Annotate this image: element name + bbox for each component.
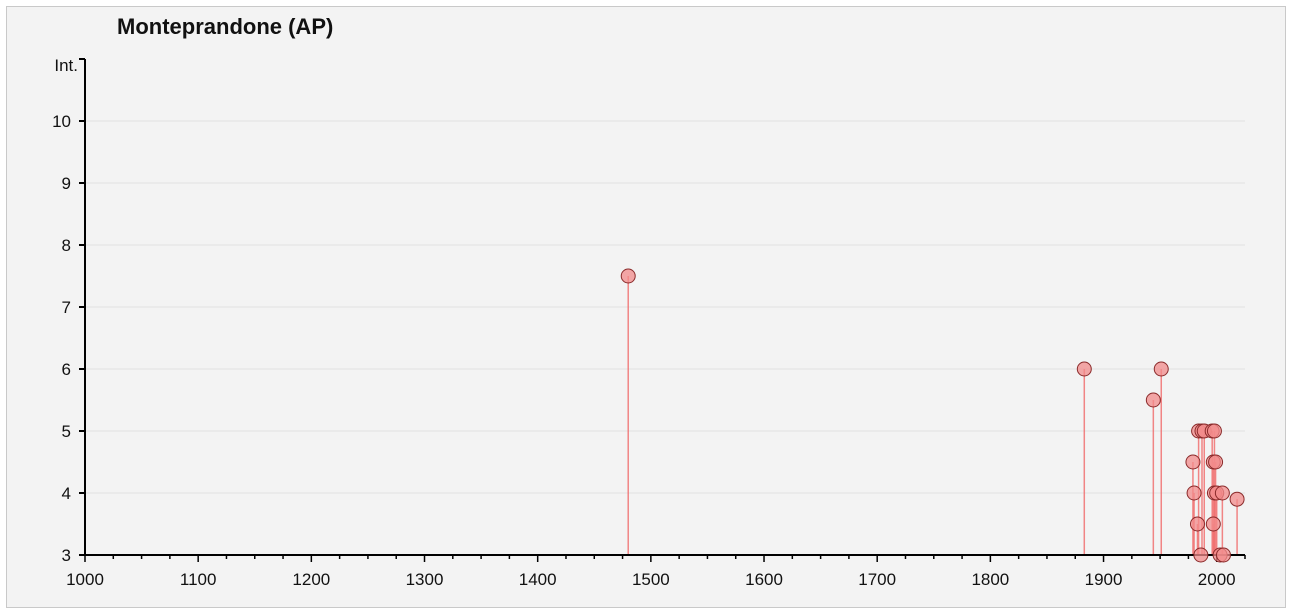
data-point — [1145, 392, 1161, 408]
data-point — [1186, 485, 1202, 501]
data-point — [1205, 516, 1221, 532]
data-point — [1229, 491, 1245, 507]
y-tick-label: 4 — [62, 484, 71, 503]
x-tick-label: 1100 — [180, 570, 217, 589]
y-tick-label: 3 — [62, 546, 71, 565]
x-tick-label: 1900 — [1085, 570, 1123, 589]
data-point — [1153, 361, 1169, 377]
y-tick-label: 6 — [62, 360, 71, 379]
data-point — [1185, 454, 1201, 470]
data-point — [1214, 485, 1230, 501]
x-tick-label: 1600 — [745, 570, 783, 589]
data-point — [1206, 423, 1222, 439]
y-tick-label: 8 — [62, 236, 71, 255]
data-point — [620, 268, 636, 284]
y-tick-label: 10 — [52, 112, 71, 131]
y-tick-label: 7 — [62, 298, 71, 317]
x-tick-label: 1500 — [632, 570, 670, 589]
y-tick-label: 9 — [62, 174, 71, 193]
chart-title: Monteprandone (AP) — [117, 14, 334, 39]
x-tick-label: 1300 — [406, 570, 444, 589]
y-tick-label: 5 — [62, 422, 71, 441]
x-tick-label: 1400 — [519, 570, 557, 589]
data-points — [620, 268, 1245, 563]
x-tick-label: 1700 — [858, 570, 896, 589]
axes: 3 4 5 6 7 8 9 10 1000 1100 1200 1300 1400 1500 1600 170… — [52, 58, 1246, 589]
data-point — [1193, 547, 1209, 563]
data-point — [1076, 361, 1092, 377]
grid-lines — [85, 120, 1245, 494]
x-tick-label: 2000 — [1198, 570, 1236, 589]
y-axis-label: Int. — [54, 56, 78, 75]
x-tick-label: 1000 — [66, 570, 104, 589]
data-point — [1208, 454, 1224, 470]
x-tick-label: 1200 — [292, 570, 330, 589]
data-point — [1215, 547, 1231, 563]
x-tick-label: 1800 — [971, 570, 1009, 589]
data-point — [1189, 516, 1205, 532]
drop-lines — [627, 276, 1238, 555]
